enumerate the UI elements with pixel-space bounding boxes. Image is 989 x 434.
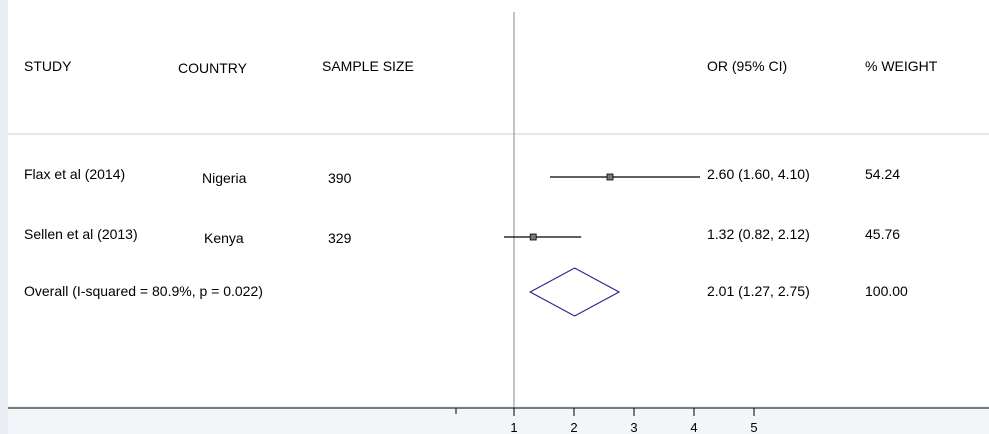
x-axis: 1 2 3 4 5 xyxy=(510,408,758,434)
study-rows: Flax et al (2014) Nigeria 390 2.60 (1.60, 4… xyxy=(24,166,900,246)
column-headers: STUDY COUNTRY SAMPLE SIZE OR (95% CI) % … xyxy=(24,58,938,76)
overall-weight: 100.00 xyxy=(865,283,908,299)
study-sample-size: 390 xyxy=(328,170,352,186)
study-country: Nigeria xyxy=(202,170,247,186)
overall-diamond xyxy=(528,267,621,317)
overall-or-ci: 2.01 (1.27, 2.75) xyxy=(707,283,810,299)
study-or-ci: 2.60 (1.60, 4.10) xyxy=(707,166,810,182)
plot-panel xyxy=(8,0,989,406)
study-name: Sellen et al (2013) xyxy=(24,226,138,242)
study-sample-size: 329 xyxy=(328,230,352,246)
overall-row: Overall (I-squared = 80.9%, p = 0.022) 2.… xyxy=(24,267,908,317)
study-weight: 45.76 xyxy=(865,226,900,242)
study-row: Flax et al (2014) Nigeria 390 2.60 (1.60, 4… xyxy=(24,166,900,186)
point-estimate-marker xyxy=(606,173,614,181)
header-sample-size: SAMPLE SIZE xyxy=(322,58,414,74)
study-name: Flax et al (2014) xyxy=(24,166,125,182)
study-or-ci: 1.32 (0.82, 2.12) xyxy=(707,226,810,242)
x-tick-label: 4 xyxy=(690,420,697,434)
study-row: Sellen et al (2013) Kenya 329 1.32 (0.82, 2… xyxy=(24,226,900,246)
x-tick-label: 5 xyxy=(750,420,757,434)
header-or-ci: OR (95% CI) xyxy=(707,58,787,74)
point-estimate-marker xyxy=(529,233,537,241)
header-study: STUDY xyxy=(24,58,72,74)
study-weight: 54.24 xyxy=(865,166,900,182)
study-country: Kenya xyxy=(204,230,244,246)
overall-label: Overall (I-squared = 80.9%, p = 0.022) xyxy=(24,283,263,299)
left-edge-bar xyxy=(0,0,8,434)
header-weight: % WEIGHT xyxy=(865,58,938,74)
x-tick-label: 2 xyxy=(570,420,577,434)
x-tick-label: 1 xyxy=(510,420,517,434)
header-country: COUNTRY xyxy=(178,60,248,76)
x-tick-label: 3 xyxy=(630,420,637,434)
